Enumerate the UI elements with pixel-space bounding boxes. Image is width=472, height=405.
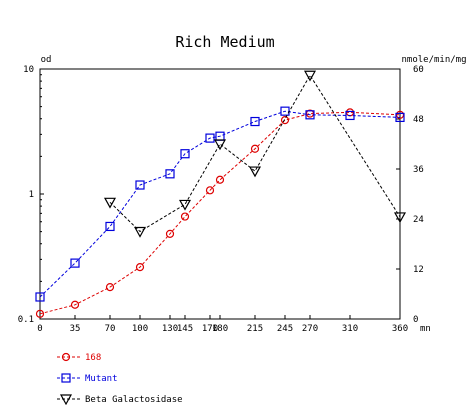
- chart-title: Rich Medium: [175, 33, 274, 51]
- y-right-tick-label: 36: [413, 165, 424, 175]
- y-right-tick-label: 0: [413, 315, 418, 325]
- data-point: [180, 212, 190, 221]
- series-layer: [35, 70, 407, 318]
- data-point: [205, 186, 215, 195]
- data-point: [35, 292, 45, 302]
- y-left-axis-label: od: [41, 55, 52, 65]
- data-point: [180, 149, 190, 159]
- data-point: [303, 70, 317, 82]
- series-0: [35, 108, 405, 318]
- data-point: [135, 263, 145, 272]
- x-tick-label: 360: [392, 324, 408, 334]
- legend-marker: [61, 373, 71, 383]
- x-tick-label: 0: [37, 324, 42, 334]
- data-point: [105, 282, 115, 292]
- series-line: [39, 110, 401, 298]
- data-point: [215, 175, 225, 184]
- data-point: [165, 169, 175, 179]
- legend-marker: [59, 394, 73, 405]
- x-tick-label: 215: [247, 324, 263, 334]
- data-point: [280, 116, 290, 125]
- y-right-tick-label: 60: [413, 65, 424, 75]
- data-point: [250, 144, 260, 153]
- y-left-tick-label: 10: [23, 65, 34, 75]
- legend-marker: [61, 352, 71, 362]
- x-tick-label: 35: [70, 324, 81, 334]
- x-tick-label: 170: [202, 324, 218, 334]
- x-tick-label: 100: [132, 324, 148, 334]
- data-point: [35, 309, 45, 318]
- data-point: [250, 116, 260, 127]
- data-point: [248, 166, 262, 178]
- data-point: [395, 112, 405, 123]
- y-left-tick-label: 1: [29, 190, 34, 200]
- series-2: [103, 70, 407, 238]
- data-point: [305, 110, 315, 120]
- legend-label: Beta Galactosidase: [85, 395, 183, 405]
- data-point: [178, 199, 192, 211]
- series-1: [35, 106, 405, 302]
- data-point: [70, 300, 80, 309]
- data-point: [165, 229, 175, 238]
- data-point: [133, 226, 147, 238]
- x-axis-unit-label: mn: [420, 324, 431, 334]
- y-right-tick-label: 24: [413, 215, 424, 225]
- data-point: [70, 258, 80, 268]
- legend-label: 168: [85, 353, 101, 363]
- y-left-tick-label: 0.1: [18, 315, 34, 325]
- data-point: [105, 221, 115, 232]
- x-tick-label: 180: [212, 324, 228, 334]
- x-tick-label: 130: [162, 324, 178, 334]
- x-tick-label: 145: [177, 324, 193, 334]
- data-point: [345, 110, 355, 121]
- x-tick-label: 270: [302, 324, 318, 334]
- series-line: [39, 111, 401, 315]
- y-right-tick-label: 12: [413, 265, 424, 275]
- data-point: [213, 139, 227, 151]
- data-point: [205, 133, 215, 143]
- y-right-tick-label: 48: [413, 115, 424, 125]
- data-point: [103, 197, 117, 209]
- series-line: [109, 74, 401, 233]
- legend: 168 Mutant Beta Galactosidase: [57, 352, 183, 405]
- legend-label: Mutant: [85, 374, 118, 384]
- x-tick-label: 310: [342, 324, 358, 334]
- data-point: [393, 212, 407, 224]
- y-right-axis-label: nmole/min/mg: [401, 55, 466, 65]
- x-tick-label: 70: [105, 324, 116, 334]
- data-point: [135, 180, 145, 190]
- x-tick-label: 245: [277, 324, 293, 334]
- plot-frame: [39, 68, 401, 320]
